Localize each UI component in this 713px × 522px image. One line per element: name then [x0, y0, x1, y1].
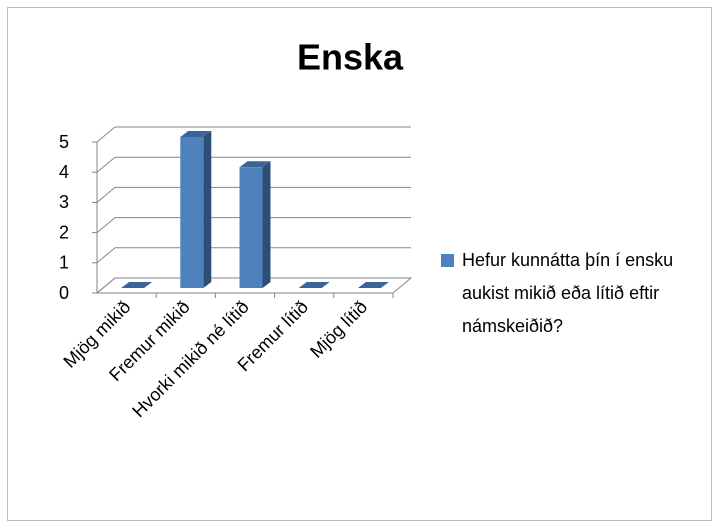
- bar-face: [239, 161, 271, 168]
- grid-line: [96, 186, 411, 203]
- bar: [357, 282, 389, 288]
- legend-swatch: [441, 254, 454, 267]
- chart-frame: [7, 7, 712, 521]
- bar-face: [357, 282, 389, 288]
- grid-line: [96, 156, 411, 173]
- bar-face: [298, 282, 330, 288]
- bar: [180, 131, 212, 288]
- y-tick-label: 0: [59, 283, 69, 303]
- bar-face: [239, 167, 263, 288]
- bar: [298, 282, 330, 288]
- y-tick-label: 4: [59, 162, 69, 182]
- bar: [121, 282, 153, 288]
- grid-line: [96, 247, 411, 264]
- y-tick-label: 1: [59, 253, 69, 273]
- y-tick-label: 5: [59, 132, 69, 152]
- grid-line: [96, 217, 411, 233]
- y-tick-label: 2: [59, 222, 69, 242]
- bar-face: [180, 131, 212, 137]
- bar: [239, 161, 271, 288]
- bar-face: [262, 161, 271, 288]
- bar-face: [203, 131, 212, 288]
- grid-line: [96, 277, 411, 294]
- bar-face: [121, 282, 153, 288]
- grid-line: [96, 126, 411, 143]
- y-tick-label: 3: [59, 192, 69, 212]
- legend-label: Hefur kunnátta þín í ensku aukist mikið …: [462, 250, 674, 336]
- bar-face: [180, 137, 204, 288]
- chart-title: Enska: [297, 37, 404, 78]
